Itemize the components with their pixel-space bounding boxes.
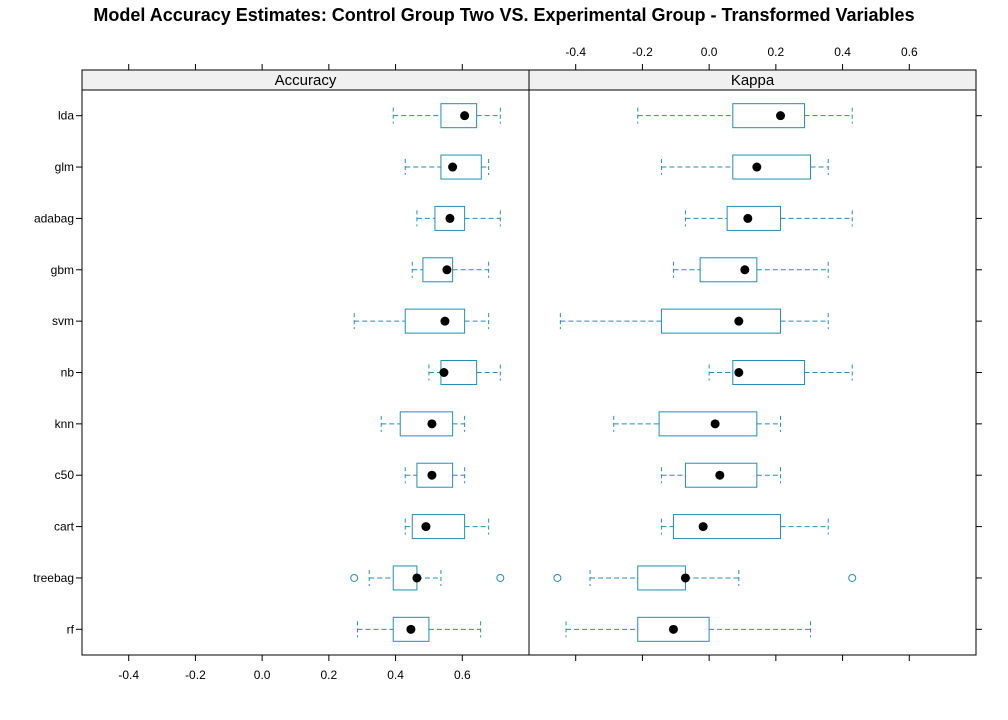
x-tick-label: 0.0 — [701, 45, 718, 59]
x-tick-label: 0.2 — [768, 45, 785, 59]
x-tick-label: 0.6 — [454, 668, 471, 682]
median-dot-rf — [668, 624, 678, 634]
median-dot-knn — [710, 419, 720, 429]
median-dot-gbm — [442, 265, 452, 275]
box-svm — [404, 308, 466, 334]
y-label-cart: cart — [54, 520, 75, 534]
median-dot-lda — [460, 111, 470, 121]
box-rf — [637, 616, 710, 642]
y-label-glm: glm — [55, 160, 74, 174]
median-dot-treebag — [412, 573, 422, 583]
median-dot-svm — [440, 316, 450, 326]
median-dot-nb — [734, 368, 744, 377]
outlier-point-treebag — [848, 573, 857, 582]
strip-label-kappa: Kappa — [731, 72, 775, 89]
median-dot-cart — [698, 522, 708, 532]
y-label-c50: c50 — [55, 468, 75, 482]
box-lda — [440, 103, 478, 129]
median-dot-rf — [406, 624, 416, 634]
x-tick-label: 0.2 — [321, 668, 338, 682]
box-cart — [411, 514, 466, 540]
box-knn — [658, 411, 758, 437]
y-label-rf: rf — [67, 622, 75, 636]
outlier-point-treebag — [496, 573, 505, 582]
box-knn — [399, 411, 454, 437]
x-tick-label: 0.4 — [834, 45, 851, 59]
median-dot-treebag — [680, 573, 690, 583]
median-dot-glm — [448, 162, 458, 172]
x-tick-label: -0.2 — [185, 668, 206, 682]
box-treebag — [637, 565, 686, 591]
median-dot-adabag — [445, 213, 455, 223]
y-label-nb: nb — [61, 366, 75, 380]
y-label-adabag: adabag — [34, 211, 74, 225]
box-cart — [672, 514, 782, 540]
y-label-gbm: gbm — [51, 263, 74, 277]
box-glm — [440, 154, 482, 180]
x-tick-label: 0.0 — [254, 668, 271, 682]
median-dot-c50 — [427, 470, 437, 480]
median-dot-gbm — [740, 265, 750, 275]
outlier-point-treebag — [553, 573, 562, 582]
box-nb — [732, 360, 806, 385]
x-tick-label: 0.4 — [387, 668, 404, 682]
y-label-knn: knn — [55, 417, 74, 431]
median-dot-adabag — [743, 213, 753, 223]
median-dot-c50 — [715, 470, 725, 480]
box-glm — [732, 154, 812, 180]
median-dot-glm — [752, 162, 762, 172]
x-tick-label: 0.6 — [901, 45, 918, 59]
x-tick-label: -0.4 — [565, 45, 586, 59]
chart-title: Model Accuracy Estimates: Control Group … — [93, 5, 915, 25]
median-dot-svm — [734, 316, 744, 326]
median-dot-lda — [776, 111, 786, 121]
x-tick-label: -0.4 — [118, 668, 139, 682]
y-label-treebag: treebag — [33, 571, 74, 585]
x-tick-label: -0.2 — [632, 45, 653, 59]
box-gbm — [422, 257, 454, 283]
median-dot-knn — [427, 419, 437, 429]
y-label-lda: lda — [58, 109, 74, 123]
y-label-svm: svm — [52, 314, 74, 328]
strip-label-accuracy: Accuracy — [275, 72, 337, 89]
median-dot-nb — [439, 368, 449, 377]
box-adabag — [726, 205, 782, 231]
median-dot-cart — [421, 522, 431, 532]
box-lda — [732, 103, 806, 129]
outlier-point-treebag — [350, 573, 359, 582]
box-svm — [660, 308, 782, 334]
